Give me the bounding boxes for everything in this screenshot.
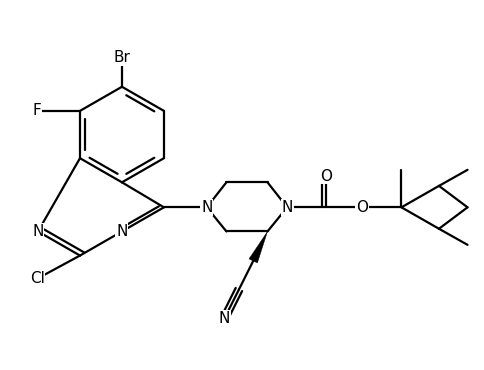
Text: N: N [32, 224, 44, 239]
Text: Br: Br [113, 50, 130, 65]
Text: N: N [201, 200, 212, 215]
Text: N: N [281, 200, 292, 215]
Polygon shape [248, 232, 267, 263]
Text: Cl: Cl [30, 271, 45, 286]
Text: F: F [32, 103, 42, 118]
Text: N: N [116, 224, 127, 239]
Text: N: N [218, 310, 230, 326]
Text: O: O [320, 169, 332, 184]
Text: O: O [355, 200, 367, 215]
